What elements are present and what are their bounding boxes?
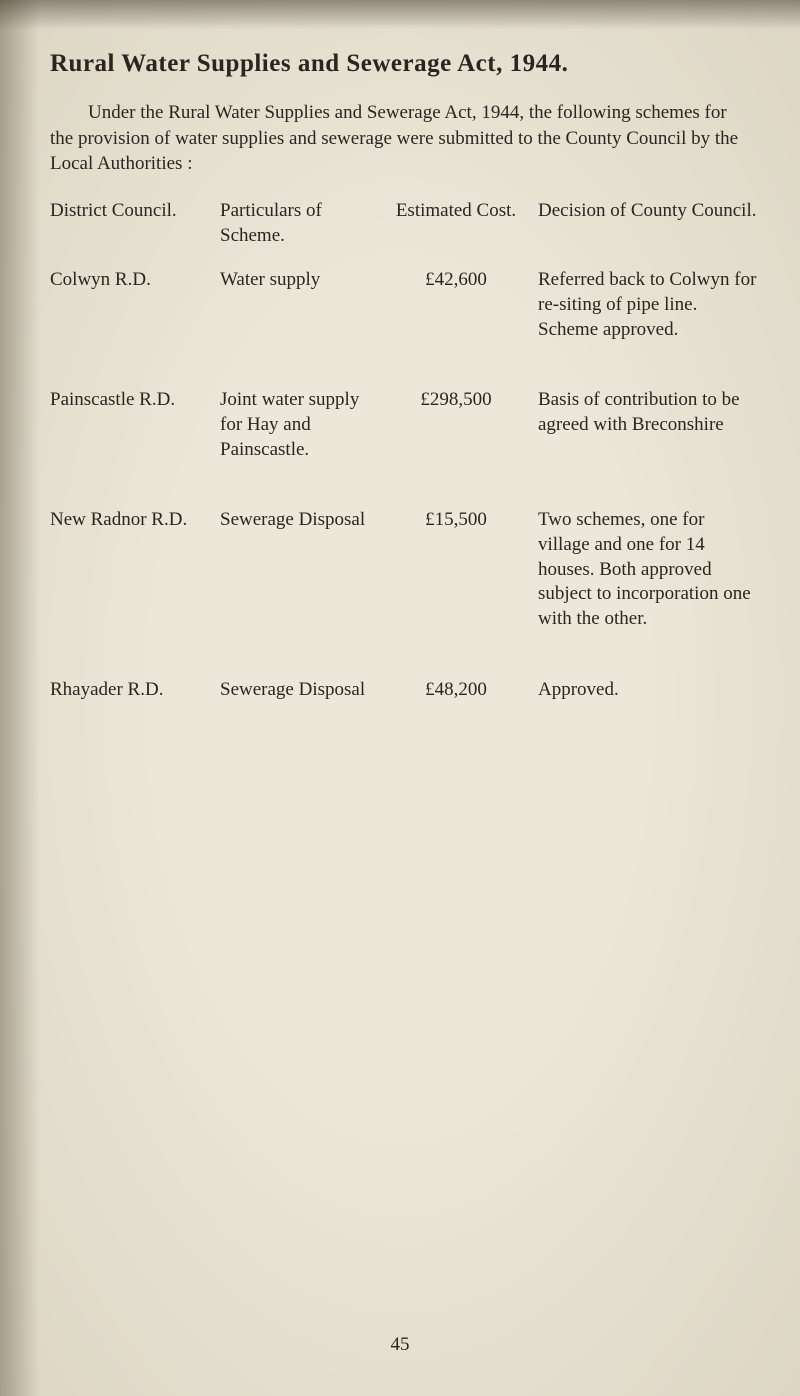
cell-text: Sewerage Disposal: [220, 678, 382, 749]
scan-shadow-left: [0, 0, 40, 1396]
cell-text: Two schemes, one for village and one for…: [538, 508, 760, 677]
cell-text: £298,500: [390, 388, 522, 459]
cell-text: Referred back to Colwyn for re-siting of…: [538, 268, 760, 388]
table-cell-decision: Basis of contribu­tion to be agreed with…: [530, 388, 760, 508]
table-cell-cost: £48,200: [390, 678, 530, 749]
cell-text: Basis of contribu­tion to be agreed with…: [538, 388, 760, 483]
table-cell-cost: £15,500: [390, 508, 530, 677]
cell-text: Colwyn R.D.: [50, 268, 212, 339]
document-page: Rural Water Supplies and Sewerage Act, 1…: [0, 0, 800, 1396]
table-cell-decision: Approved.: [530, 678, 760, 749]
table-cell-cost: £42,600: [390, 268, 530, 388]
cell-text: Approved.: [538, 678, 760, 749]
header-district: District Council.: [50, 199, 220, 268]
cell-text: £42,600: [390, 268, 522, 339]
schemes-table: District Council. Particulars of Scheme.…: [50, 199, 750, 749]
cell-text: Rhayader R.D.: [50, 678, 212, 749]
cell-text: Joint water supply for Hay and Painscast…: [220, 388, 382, 508]
table-cell-district: Rhayader R.D.: [50, 678, 220, 749]
table-cell-district: Painscastle R.D.: [50, 388, 220, 508]
page-number: 45: [0, 1334, 800, 1356]
cell-text: £48,200: [390, 678, 522, 749]
scan-shadow-top: [0, 0, 800, 30]
table-cell-particulars: Joint water supply for Hay and Painscast…: [220, 388, 390, 508]
table-cell-district: New Radnor R.D.: [50, 508, 220, 677]
cell-text: Painscastle R.D.: [50, 388, 212, 459]
table-cell-particulars: Water supply: [220, 268, 390, 388]
intro-paragraph: Under the Rural Water Supplies and Sewer…: [50, 100, 750, 177]
cell-text: New Radnor R.D.: [50, 508, 212, 579]
header-cost: Estimated Cost.: [390, 199, 530, 268]
header-particulars: Particulars of Scheme.: [220, 199, 390, 268]
page-title: Rural Water Supplies and Sewerage Act, 1…: [50, 50, 750, 78]
table-cell-decision: Two schemes, one for village and one for…: [530, 508, 760, 677]
cell-text: Water supply: [220, 268, 382, 339]
table-cell-cost: £298,500: [390, 388, 530, 508]
table-cell-particulars: Sewerage Disposal: [220, 678, 390, 749]
table-cell-particulars: Sewerage Disposal: [220, 508, 390, 677]
cell-text: £15,500: [390, 508, 522, 579]
cell-text: Sewerage Disposal: [220, 508, 382, 579]
header-decision: Decision of County Council.: [530, 199, 760, 268]
table-cell-district: Colwyn R.D.: [50, 268, 220, 388]
table-cell-decision: Referred back to Colwyn for re-siting of…: [530, 268, 760, 388]
